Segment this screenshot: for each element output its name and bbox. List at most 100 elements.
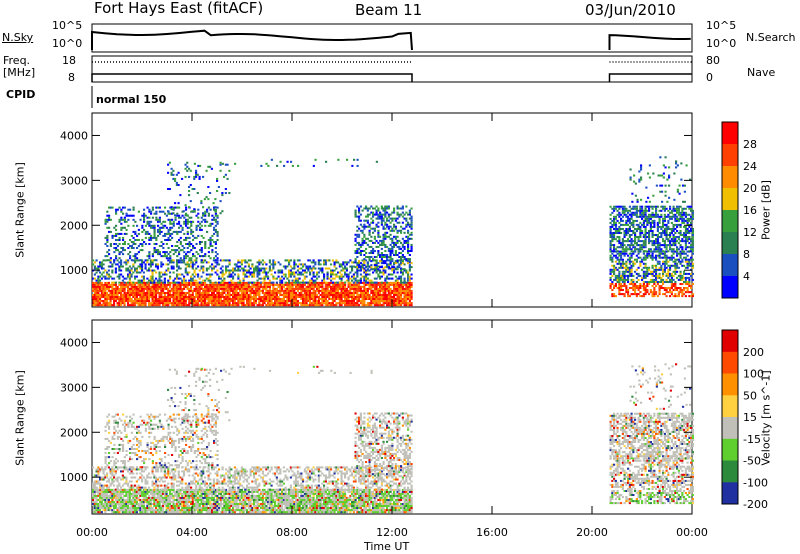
data-cell <box>254 269 257 272</box>
data-cell <box>407 221 410 224</box>
data-cell <box>403 263 406 266</box>
data-cell <box>312 287 315 290</box>
data-cell <box>234 162 237 165</box>
data-cell <box>384 221 387 224</box>
data-cell <box>345 267 348 270</box>
data-cell <box>379 302 382 305</box>
data-cell <box>221 210 224 213</box>
data-cell <box>683 256 686 259</box>
data-cell <box>345 263 348 266</box>
data-cell <box>177 273 180 276</box>
data-cell <box>662 252 665 255</box>
data-cell <box>247 281 250 284</box>
data-cell <box>372 268 375 271</box>
data-cell <box>375 296 378 299</box>
data-cell <box>340 300 343 303</box>
data-cell <box>137 292 140 295</box>
data-cell <box>233 287 236 290</box>
data-cell <box>200 247 203 250</box>
data-cell <box>148 294 151 297</box>
data-cell <box>669 274 672 277</box>
data-cell <box>379 296 382 299</box>
data-cell <box>405 285 408 288</box>
data-cell <box>651 291 654 294</box>
data-cell <box>253 271 256 274</box>
data-cell <box>246 285 249 288</box>
data-cell <box>361 275 364 278</box>
data-cell <box>614 283 617 286</box>
data-cell <box>408 264 411 267</box>
data-cell <box>179 257 182 260</box>
data-cell <box>225 296 228 299</box>
data-cell <box>644 285 647 288</box>
data-cell <box>177 302 180 305</box>
data-cell <box>130 234 133 237</box>
data-cell <box>268 281 271 284</box>
data-cell <box>125 259 128 262</box>
data-cell <box>204 210 207 213</box>
data-cell <box>246 302 249 305</box>
data-cell <box>114 269 117 272</box>
data-cell <box>635 215 638 218</box>
data-cell <box>627 274 630 277</box>
data-cell <box>141 294 144 297</box>
data-cell <box>176 241 179 244</box>
data-cell <box>676 252 679 255</box>
data-cell <box>405 271 408 274</box>
data-cell <box>669 258 672 261</box>
data-cell <box>216 214 219 217</box>
data-cell <box>391 239 394 242</box>
data-cell <box>141 281 144 284</box>
data-cell <box>379 266 382 269</box>
data-cell <box>151 289 154 292</box>
data-cell <box>237 281 240 284</box>
data-cell <box>127 269 130 272</box>
data-cell <box>170 281 173 284</box>
data-cell <box>310 304 313 307</box>
data-cell <box>660 266 663 269</box>
data-cell <box>387 207 390 210</box>
data-cell <box>188 243 191 246</box>
data-cell <box>686 289 689 292</box>
data-cell <box>114 285 117 288</box>
data-cell <box>609 232 612 235</box>
data-cell <box>310 287 313 290</box>
data-cell <box>407 304 410 307</box>
data-cell <box>363 227 366 230</box>
data-cell <box>226 275 229 278</box>
data-cell <box>151 208 154 211</box>
data-cell <box>649 278 652 281</box>
data-cell <box>179 194 182 197</box>
data-cell <box>127 304 130 307</box>
data-cell <box>354 239 357 242</box>
data-cell <box>209 289 212 292</box>
data-cell <box>191 294 194 297</box>
data-cell <box>400 263 403 266</box>
data-cell <box>396 298 399 301</box>
data-cell <box>209 243 212 246</box>
data-cell <box>148 287 151 290</box>
data-cell <box>197 285 200 288</box>
data-cell <box>324 300 327 303</box>
data-cell <box>366 256 369 259</box>
data-cell <box>106 214 109 217</box>
data-cell <box>632 260 635 263</box>
data-cell <box>130 273 133 276</box>
data-cell <box>295 294 298 297</box>
data-cell <box>613 246 616 249</box>
data-cell <box>298 281 301 284</box>
data-cell <box>223 292 226 295</box>
data-cell <box>665 258 668 261</box>
data-cell <box>321 289 324 292</box>
data-cell <box>289 296 292 299</box>
data-cell <box>221 162 224 165</box>
beam-label: Beam 11 <box>355 1 423 19</box>
data-cell <box>653 274 656 277</box>
data-cell <box>165 269 168 272</box>
data-cell <box>366 268 369 271</box>
data-cell <box>149 275 152 278</box>
data-cell <box>216 232 219 235</box>
data-cell <box>621 285 624 288</box>
data-cell <box>260 281 263 284</box>
data-cell <box>691 264 694 267</box>
